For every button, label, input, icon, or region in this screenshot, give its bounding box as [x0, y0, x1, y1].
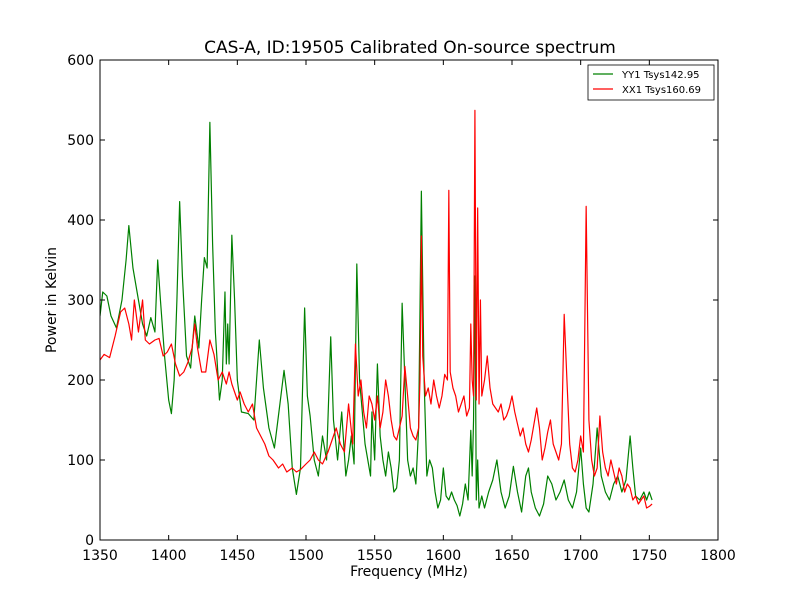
legend-label: YY1 Tsys142.95	[621, 70, 700, 81]
x-tick-label: 1800	[700, 548, 736, 564]
x-tick-label: 1700	[563, 548, 599, 564]
y-tick-label: 200	[67, 373, 94, 389]
x-tick-label: 1750	[632, 548, 668, 564]
x-tick-label: 1550	[357, 548, 393, 564]
y-tick-label: 0	[85, 533, 94, 549]
y-tick-label: 400	[67, 213, 94, 229]
x-tick-label: 1500	[288, 548, 324, 564]
x-tick-label: 1450	[220, 548, 256, 564]
x-axis-title: Frequency (MHz)	[350, 564, 468, 580]
y-tick-label: 600	[67, 53, 94, 69]
y-tick-label: 500	[67, 133, 94, 149]
legend[interactable]: YY1 Tsys142.95 XX1 Tsys160.69	[588, 65, 714, 100]
y-axis-title: Power in Kelvin	[44, 247, 60, 353]
x-tick-label: 1600	[426, 548, 462, 564]
y-tick-label: 100	[67, 453, 94, 469]
x-tick-label: 1350	[82, 548, 118, 564]
y-tick-label: 300	[67, 293, 94, 309]
x-tick-label: 1400	[151, 548, 187, 564]
x-tick-label: 1650	[494, 548, 530, 564]
chart-title: CAS-A, ID:19505 Calibrated On-source spe…	[204, 38, 616, 58]
legend-label: XX1 Tsys160.69	[622, 85, 701, 96]
